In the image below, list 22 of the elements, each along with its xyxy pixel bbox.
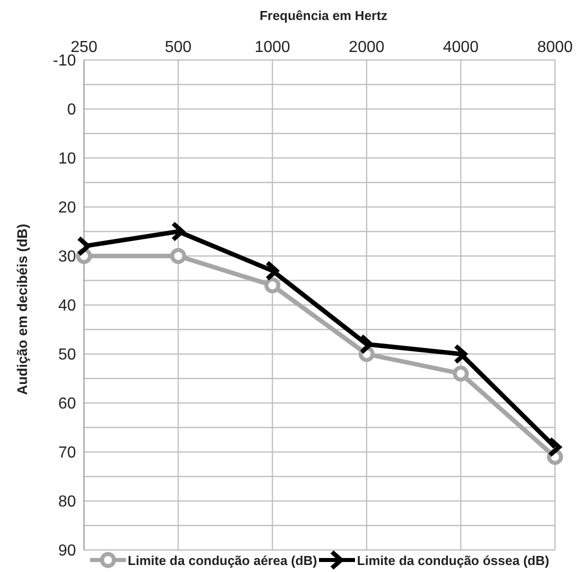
x-tick-label: 8000 [537,39,573,56]
y-tick-label: 30 [58,248,76,266]
y-tick-label: 80 [58,494,76,511]
y-tick-label: 20 [58,200,76,217]
y-axis-title: Audição em decibéis (dB) [14,224,30,395]
y-tick-label: 70 [58,444,76,462]
x-tick-label: 2000 [348,39,384,56]
legend-label: Limite da condução óssea (dB) [357,552,550,568]
point [170,248,186,264]
point [452,366,469,382]
x-axis-title: Frequência em Hertz [258,8,388,25]
x-tick-label: 500 [164,39,192,56]
point [264,277,280,294]
y-tick-label: 0 [67,102,76,119]
legend-label: Limite da condução aérea (dB) [128,552,318,568]
y-tick-label: 60 [58,396,76,413]
y-tick-label: 10 [58,150,76,168]
y-tick-label: 40 [58,298,76,315]
y-tick-label: 90 [58,542,76,560]
y-tick-label: 50 [58,346,76,364]
x-tick-label: 1000 [254,39,290,56]
x-tick-label: 4000 [443,39,479,56]
